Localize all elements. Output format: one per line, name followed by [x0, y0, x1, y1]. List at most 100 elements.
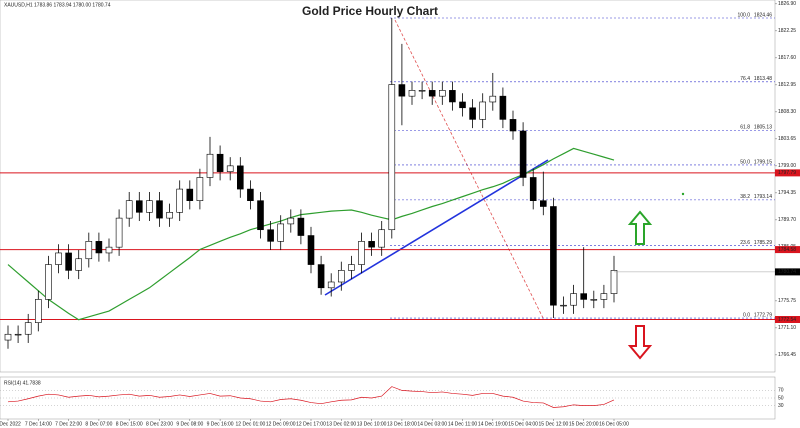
x-tick-label: 15 Dec 04:00 [508, 421, 538, 427]
candle-body [34, 299, 42, 323]
candle-body [65, 252, 72, 271]
rsi-line [7, 386, 615, 408]
y-tick-label: 1822.25 [778, 28, 796, 34]
candle-body [226, 165, 234, 172]
candle-body [610, 270, 618, 294]
x-tick-label: 15 Dec 20:00 [569, 421, 599, 427]
candle-body [489, 95, 497, 103]
candle-body [186, 188, 194, 201]
x-tick-label: 9 Dec 08:00 [176, 421, 203, 427]
candle-body [337, 270, 345, 283]
candle-body [297, 217, 305, 236]
candle-body [146, 200, 153, 213]
x-tick-label: 13 Dec 18:00 [387, 421, 417, 427]
candle-body [115, 217, 123, 248]
candle-body [125, 200, 133, 219]
y-tick-label: 1803.65 [778, 136, 796, 142]
candle-body [105, 246, 113, 254]
y-tick-label: 1799.00 [778, 163, 796, 169]
candle-body [247, 188, 254, 201]
candle-body [85, 241, 93, 260]
y-tick-label: 1775.75 [778, 298, 796, 304]
x-tick-label: 7 Dec 2022 [0, 421, 21, 427]
candle-body [570, 293, 577, 306]
last-price-label: 1780.74 [778, 269, 796, 275]
x-tick-label: 15 Dec 12:00 [539, 421, 569, 427]
x-tick-label: 14 Dec 11:00 [448, 421, 478, 427]
candle-body [277, 223, 285, 242]
candle-body [307, 235, 315, 265]
fib-level: 50.0 [740, 159, 750, 165]
y-tick-label: 1808.30 [778, 109, 796, 115]
x-tick-label: 7 Dec 22:00 [55, 421, 82, 427]
candle-body [590, 299, 598, 301]
x-tick-label: 9 Dec 16:00 [207, 421, 234, 427]
candle-body [358, 241, 365, 265]
candle-body [509, 119, 517, 132]
x-tick-label: 14 Dec 03:00 [417, 421, 447, 427]
candle-body [580, 293, 588, 300]
x-tick-label: 8 Dec 07:00 [85, 421, 112, 427]
candle-body [378, 229, 386, 248]
candle-body [428, 90, 436, 97]
fib-level: 0.0 [743, 312, 750, 318]
up-arrow [627, 210, 653, 245]
candle-body [550, 206, 557, 306]
candle-body [206, 153, 214, 178]
y-tick-label: 1766.45 [778, 352, 796, 358]
price-panel [0, 0, 776, 373]
candle-body [529, 177, 537, 201]
candle-body [45, 264, 52, 300]
fib-price: 1799.15 [754, 159, 772, 165]
candle-body [438, 90, 446, 97]
candle-body [539, 200, 547, 207]
fib-level: 100.0 [737, 12, 750, 18]
moving-average [7, 147, 615, 321]
candle-body [398, 84, 406, 97]
y-tick-label: 1817.60 [778, 55, 796, 61]
candle-body [327, 281, 335, 289]
candle-body [216, 153, 224, 172]
rsi-label: RSI(14) 41.7838 [4, 380, 41, 386]
x-tick-label: 16 Dec 05:00 [599, 421, 629, 427]
candle-body [348, 264, 355, 271]
x-tick-label: 12 Dec 09:00 [266, 421, 296, 427]
candle-body [449, 90, 456, 103]
candle-body [469, 107, 476, 120]
last-price-tag [775, 268, 800, 276]
candle-body [55, 252, 62, 265]
candle-body [136, 200, 143, 213]
candle-body [267, 229, 274, 242]
candle-body [24, 322, 32, 335]
fib-level: 38.2 [740, 194, 750, 200]
level-label: 1772.54 [778, 317, 796, 323]
candle-body [237, 165, 244, 190]
x-tick-label: 12 Dec 01:00 [236, 421, 266, 427]
candle-body [368, 241, 375, 248]
rsi-tick-label: 30 [778, 403, 784, 409]
trend-line [324, 159, 549, 296]
y-tick-label: 1826.90 [778, 1, 796, 7]
rsi-tick-label: 50 [778, 395, 784, 401]
x-tick-label: 8 Dec 15:00 [116, 421, 143, 427]
fib-level: 61.8 [740, 125, 750, 131]
candle-body [479, 101, 487, 120]
candle-body [95, 241, 103, 254]
fib-price: 1793.14 [754, 194, 772, 200]
chart-title: Gold Price Hourly Chart [302, 4, 438, 18]
x-tick-label: 12 Dec 17:00 [296, 421, 326, 427]
candle-body [196, 177, 204, 201]
x-tick-label: 14 Dec 19:00 [478, 421, 508, 427]
level-tag [775, 316, 800, 324]
candle-body [388, 84, 396, 231]
candle-body [459, 101, 466, 109]
fib-level: 76.4 [740, 76, 750, 82]
fib-price: 1785.29 [754, 240, 772, 246]
y-tick-label: 1771.10 [778, 325, 796, 331]
fib-price: 1805.13 [754, 125, 772, 131]
y-tick-label: 1794.35 [778, 190, 796, 196]
candle-body [560, 304, 567, 307]
fib-price: 1824.46 [754, 12, 772, 18]
x-tick-label: 8 Dec 23:00 [146, 421, 173, 427]
